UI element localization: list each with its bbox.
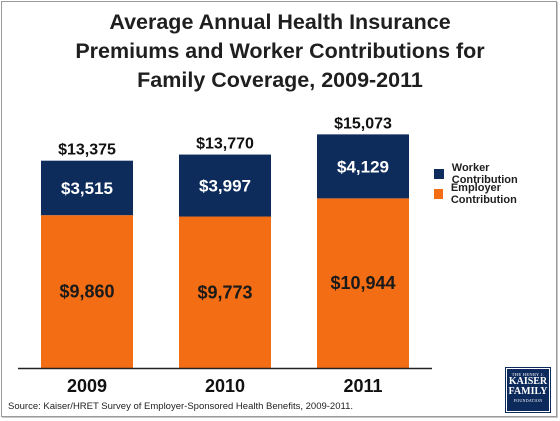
data-label-employer-2011: $10,944 bbox=[330, 273, 395, 293]
category-label-2011: 2011 bbox=[343, 376, 382, 396]
total-label-2009: $13,375 bbox=[58, 142, 116, 159]
legend-swatch-employer bbox=[434, 189, 443, 199]
logo-text-family: FAMILY bbox=[508, 386, 548, 397]
source-note: Source: Kaiser/HRET Survey of Employer-S… bbox=[8, 401, 353, 412]
legend-item-employer: Employer Contribution bbox=[434, 182, 556, 206]
total-label-2011: $15,073 bbox=[334, 115, 392, 132]
bar-employer-2009 bbox=[41, 215, 133, 368]
total-label-2010: $13,770 bbox=[196, 136, 254, 153]
legend: Worker Contribution Employer Contributio… bbox=[434, 162, 556, 206]
bar-worker-2009 bbox=[41, 160, 133, 216]
data-label-worker-2011: $4,129 bbox=[337, 157, 389, 176]
data-label-employer-2009: $9,860 bbox=[59, 282, 114, 302]
logo-text-bottom: FOUNDATION bbox=[513, 398, 543, 403]
data-label-employer-2010: $9,773 bbox=[197, 282, 252, 302]
legend-item-worker: Worker Contribution bbox=[434, 162, 556, 186]
title-line-1: Average Annual Health Insurance bbox=[109, 10, 451, 34]
bar-employer-2011 bbox=[317, 198, 409, 368]
bar-employer-2010 bbox=[179, 216, 271, 368]
legend-swatch-worker bbox=[434, 169, 444, 179]
category-label-2009: 2009 bbox=[67, 376, 107, 396]
kaiser-family-foundation-logo: THE HENRY J. KAISER FAMILY FOUNDATION bbox=[505, 367, 551, 413]
legend-label-worker: Worker Contribution bbox=[451, 162, 518, 186]
logo-text-kaiser: KAISER bbox=[508, 376, 548, 387]
title-line-2: Premiums and Worker Contributions for bbox=[75, 39, 485, 63]
category-label-2010: 2010 bbox=[205, 376, 245, 396]
bar-worker-2011 bbox=[317, 134, 409, 199]
chart-title: Average Annual Health Insurance Premiums… bbox=[22, 8, 538, 95]
bar-worker-2010 bbox=[179, 154, 271, 217]
logo-text-top: THE HENRY J. bbox=[511, 372, 545, 377]
legend-label-employer: Employer Contribution bbox=[450, 182, 517, 206]
data-label-worker-2010: $3,997 bbox=[199, 177, 251, 196]
data-label-worker-2009: $3,515 bbox=[61, 179, 113, 198]
title-line-3: Family Coverage, 2009-2011 bbox=[137, 68, 423, 92]
